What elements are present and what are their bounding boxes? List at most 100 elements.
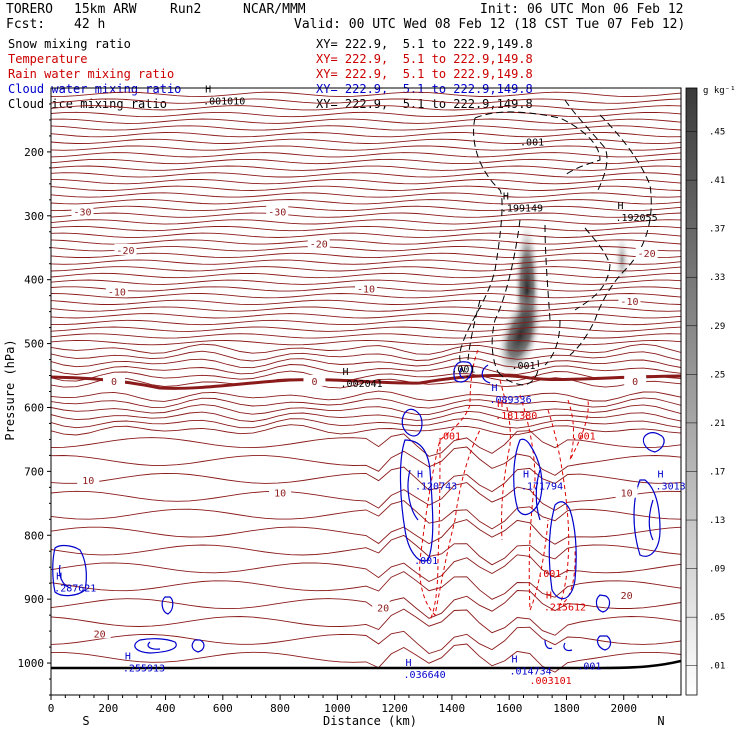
field-xy-rain: XY= 222.9, 5.1 to 222.9,149.8 <box>316 67 533 81</box>
isotherm-label-bg <box>303 374 326 386</box>
extremum-value: .120743 <box>415 481 457 492</box>
isotherm-line <box>51 259 681 265</box>
snow-shading-north <box>614 232 630 288</box>
isotherm-line <box>51 446 681 476</box>
colorbar-tick-label: .13 <box>709 516 725 526</box>
extremum-value: .215612 <box>544 603 586 614</box>
x-tick-label: 200 <box>98 702 118 715</box>
isotherm-line <box>51 98 681 104</box>
extremum-value: .002041 <box>341 379 383 390</box>
isotherm-line <box>51 397 681 409</box>
extremum-value: .171794 <box>521 481 563 492</box>
isotherm-label-bg <box>114 243 137 255</box>
extremum-marker: H <box>617 201 623 212</box>
isotherm-line <box>51 370 681 382</box>
isotherm-line <box>51 132 681 138</box>
isotherm-label: -10 <box>357 284 375 295</box>
isotherm-label-bg <box>77 473 100 485</box>
contour-label: .001 <box>520 138 544 149</box>
y-tick-label: 800 <box>24 529 44 542</box>
y-tick-label: 300 <box>24 210 44 223</box>
extremum-marker: H <box>417 469 423 480</box>
isotherm-line <box>51 554 681 583</box>
isotherm-label: -20 <box>638 249 656 260</box>
extremum-value: .255913 <box>123 663 165 674</box>
extremum-value: .089336 <box>489 395 531 406</box>
extremum-value: .192055 <box>615 213 657 224</box>
model-name: TORERO <box>6 2 53 17</box>
isotherm-line <box>51 410 681 422</box>
extremum-value: .301368 <box>656 481 698 492</box>
colorbar-tick-label: .05 <box>709 613 725 623</box>
isotherm-label: -30 <box>268 208 286 219</box>
isotherm-label: 0 <box>111 377 117 388</box>
colorbar-tick-label: .17 <box>709 467 725 477</box>
contour-label: .001 <box>451 364 475 375</box>
isotherm-line <box>51 519 681 545</box>
isotherm-line <box>51 333 681 339</box>
x-axis: 0 200 400 600 800 1000 1200 1400 1600 1800 2000 <box>48 695 668 715</box>
isotherm-line <box>51 192 681 198</box>
isotherm-line <box>51 299 681 306</box>
colorbar-ticks: .01 .05 .09 .13 .17 .21 .25 .29 .33 .37 .41 .45 <box>686 128 725 672</box>
isotherm-line <box>51 571 681 600</box>
isotherm-label-bg <box>307 237 330 249</box>
isotherm-line <box>51 125 681 131</box>
isotherm-line <box>51 219 681 225</box>
isotherm-label-bg <box>269 486 292 498</box>
isotherm-label: 0 <box>632 377 638 388</box>
extremum-value: .181380 <box>495 411 537 422</box>
y-axis: 200 300 400 500 600 700 800 900 1000 <box>18 103 51 696</box>
center-label: NCAR/MMM <box>243 2 306 17</box>
x-axis-title: Distance (km) <box>323 714 417 728</box>
isotherm-line <box>51 272 681 279</box>
isotherm-label: 10 <box>82 476 94 487</box>
isotherm-label-bg <box>372 601 395 613</box>
x-tick-label: 2000 <box>610 702 637 715</box>
contour-labels: .001 .001 .001 .001 .001 .001 .001 .001 <box>414 138 601 673</box>
x-tick-label: 1000 <box>324 702 351 715</box>
y-tick-label: 1000 <box>18 657 45 670</box>
colorbar-tick-label: .21 <box>709 419 725 429</box>
isotherm-line <box>51 424 681 436</box>
isotherm-line <box>51 105 681 111</box>
contour-label: .001 <box>577 661 601 672</box>
isotherm-label: 0 <box>311 377 317 388</box>
isotherm-line <box>51 205 681 212</box>
isotherm-line <box>51 390 681 402</box>
isotherm-label-bg <box>615 486 638 498</box>
y-tick-label: 500 <box>24 338 44 351</box>
snow-contours <box>459 99 652 386</box>
model-resolution: 15km ARW <box>74 2 137 17</box>
y-tick-label: 200 <box>24 146 44 159</box>
isotherm-line <box>51 319 681 326</box>
x-tick-label: 400 <box>156 702 176 715</box>
isotherm-label-bg <box>266 205 289 217</box>
y-tick-label: 700 <box>24 465 44 478</box>
isotherm-line <box>51 643 681 673</box>
extremum-value: .014734 <box>510 667 552 678</box>
isotherm-line <box>51 172 681 178</box>
isotherm-line <box>51 626 681 655</box>
x-tick-label: 0 <box>48 702 55 715</box>
isotherm-label: 20 <box>94 629 106 640</box>
isotherm-label: 20 <box>377 604 389 615</box>
snow-shading-core-lower <box>496 291 544 379</box>
init-time: Init: 06 UTC Mon 06 Feb 12 <box>480 2 684 17</box>
isotherm-line <box>51 199 681 205</box>
extremum-marker: H <box>503 191 509 202</box>
isotherm-line <box>51 252 681 259</box>
isotherm-labels: -30 -30 -20 -20 -20 -10 -10 -10 0 0 0 10 10 10 20 20 20 <box>71 205 658 640</box>
isotherm-line <box>51 158 681 165</box>
south-label: S <box>82 714 89 728</box>
extremum-marker: H <box>125 651 131 662</box>
isotherm-line <box>51 178 681 185</box>
forecast-label: Fcst: <box>6 17 46 32</box>
isotherm-line <box>51 590 681 619</box>
contour-label: .001 <box>437 431 461 442</box>
isotherm-label-bg <box>88 627 111 639</box>
isotherm-line <box>51 152 681 158</box>
isotherm-line <box>51 417 681 429</box>
